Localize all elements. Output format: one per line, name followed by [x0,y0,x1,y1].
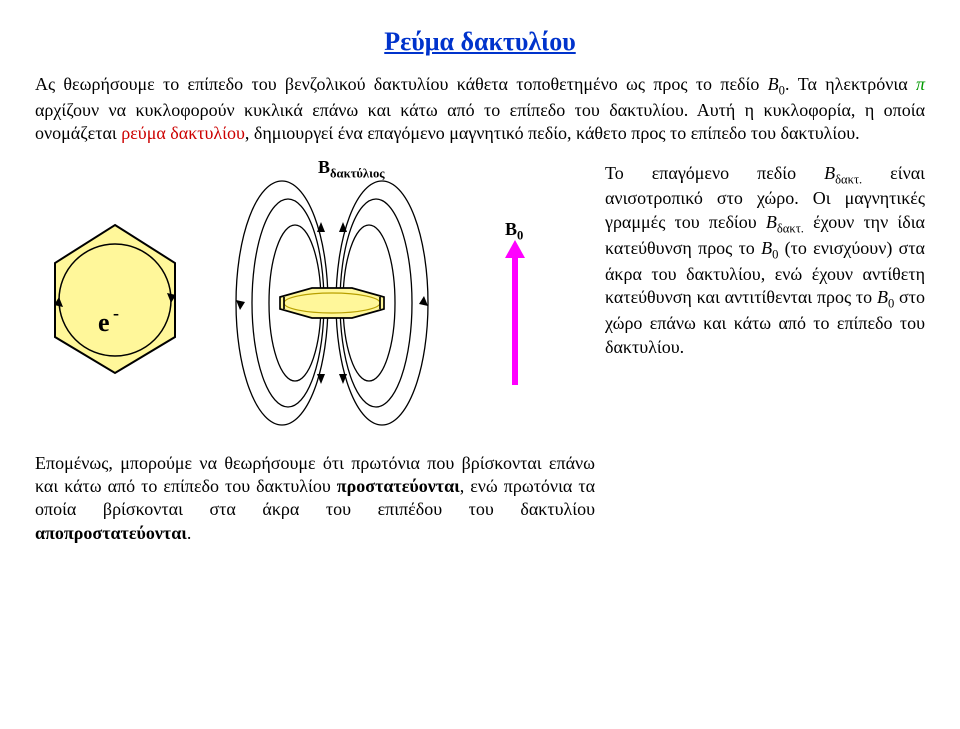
svg-text:-: - [113,303,119,323]
svg-text:e: e [98,308,110,337]
ring-current-diagram: Bδακτύλιος B0 e - [35,160,595,440]
right-paragraph: Το επαγόμενο πεδίο Bδακτ. είναι ανισοτρο… [605,160,925,546]
intro-paragraph: Ας θεωρήσουμε το επίπεδο του βενζολικού … [35,73,925,146]
benzene-hexagon-left [55,225,175,373]
benzene-hexagon-center [280,288,384,318]
bottom-paragraph: Επομένως, μπορούμε να θεωρήσουμε ότι πρω… [35,452,595,546]
page-title: Ρεύμα δακτυλίου [35,25,925,59]
